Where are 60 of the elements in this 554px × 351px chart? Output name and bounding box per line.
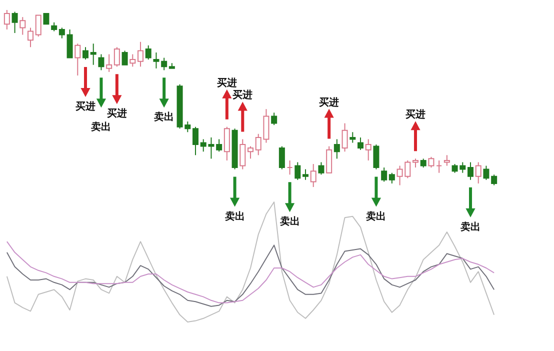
candlestick [278, 146, 285, 170]
candlestick [302, 168, 308, 180]
annotation: 买进 [106, 108, 127, 120]
annotation: 买进 [216, 76, 237, 89]
annotation: 买进 [406, 108, 426, 121]
candlestick [106, 54, 112, 72]
annotation: 卖出 [280, 216, 300, 228]
candlestick [342, 122, 348, 152]
annotation: 卖出 [224, 210, 245, 222]
candlestick [436, 160, 442, 174]
annotation: 买进 [319, 96, 340, 108]
candlestick [365, 138, 372, 161]
candlestick [98, 54, 104, 71]
candlestick [74, 43, 81, 76]
candlestick [216, 138, 222, 152]
candlestick [90, 43, 96, 66]
candlestick [358, 136, 364, 150]
candlestick [138, 41, 144, 68]
candlestick [224, 126, 230, 161]
annotation: 卖出 [154, 111, 174, 124]
candlestick [381, 167, 388, 182]
candlestick [483, 165, 490, 180]
candlestick [12, 11, 18, 34]
candlestick [130, 54, 136, 68]
candlestick [318, 162, 324, 176]
candlestick [310, 163, 316, 188]
candlestick [153, 52, 160, 69]
candlestick [145, 44, 152, 60]
candlestick [240, 138, 246, 170]
candlestick [114, 46, 120, 68]
candlestick [20, 16, 26, 36]
candlestick [4, 10, 10, 30]
candlestick [248, 146, 254, 160]
candlestick [271, 112, 278, 126]
annotation: 买进 [76, 100, 96, 113]
candlestick [491, 174, 498, 186]
candlestick [294, 162, 301, 180]
candlestick [58, 27, 65, 39]
candlestick [82, 46, 88, 60]
candlestick [326, 146, 332, 174]
candlestick [122, 50, 128, 66]
candlestick [161, 57, 168, 71]
candlestick [468, 162, 474, 180]
candlestick [28, 27, 34, 48]
candlestick [334, 138, 340, 160]
candlestick [475, 162, 482, 184]
candlestick [350, 132, 356, 144]
candlestick [444, 154, 450, 166]
candlestick [373, 144, 380, 170]
candlestick [388, 172, 395, 184]
candlestick [43, 13, 50, 25]
annotation: 卖出 [366, 210, 386, 222]
candlestick [428, 156, 434, 168]
annotation: 卖出 [91, 121, 112, 134]
annotation: 买进 [232, 89, 253, 102]
candlestick [192, 126, 198, 156]
candlestick [66, 28, 73, 58]
candlestick [35, 14, 42, 38]
candlestick [286, 160, 293, 176]
annotation: 卖出 [460, 220, 480, 233]
